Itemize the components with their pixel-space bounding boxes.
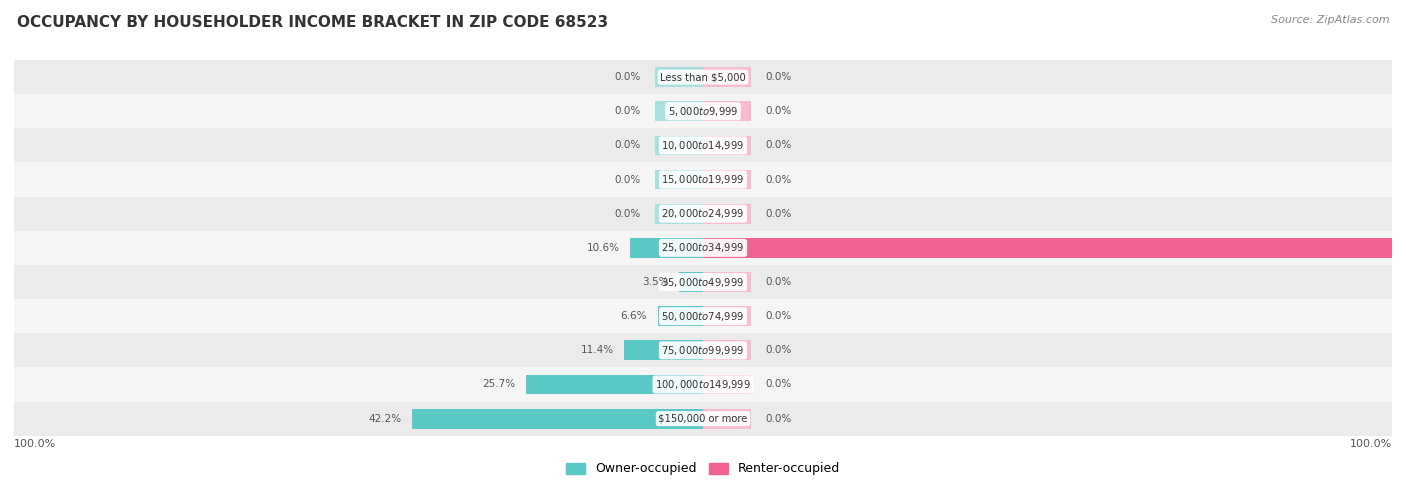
Text: 0.0%: 0.0% [765,106,792,116]
Text: 6.6%: 6.6% [620,311,647,321]
Bar [703,409,751,429]
Bar [655,102,703,121]
Text: 0.0%: 0.0% [614,140,641,150]
Bar [703,272,751,292]
Bar [14,367,1392,401]
Text: 0.0%: 0.0% [614,174,641,185]
Text: $10,000 to $14,999: $10,000 to $14,999 [661,139,745,152]
Bar [14,333,1392,367]
Legend: Owner-occupied, Renter-occupied: Owner-occupied, Renter-occupied [561,457,845,481]
Bar [655,204,703,224]
Bar [14,401,1392,435]
Bar [14,231,1392,265]
Text: 0.0%: 0.0% [765,140,792,150]
Text: OCCUPANCY BY HOUSEHOLDER INCOME BRACKET IN ZIP CODE 68523: OCCUPANCY BY HOUSEHOLDER INCOME BRACKET … [17,15,607,30]
Text: 0.0%: 0.0% [614,72,641,82]
Text: 100.0%: 100.0% [1350,439,1392,449]
Bar [703,238,1392,258]
Bar [14,197,1392,231]
Bar [14,162,1392,197]
Text: 0.0%: 0.0% [765,311,792,321]
Text: 11.4%: 11.4% [581,346,614,355]
Bar [679,272,703,292]
Bar [14,299,1392,333]
Bar [703,102,751,121]
Bar [658,306,703,326]
Text: 0.0%: 0.0% [765,414,792,424]
Text: 42.2%: 42.2% [368,414,402,424]
Bar [655,136,703,156]
Text: 0.0%: 0.0% [765,346,792,355]
Bar [703,375,751,394]
Text: 0.0%: 0.0% [765,208,792,219]
Bar [14,94,1392,128]
Text: 0.0%: 0.0% [765,380,792,389]
Text: 3.5%: 3.5% [643,277,669,287]
Bar [703,204,751,224]
Text: $25,000 to $34,999: $25,000 to $34,999 [661,242,745,254]
Text: 0.0%: 0.0% [765,72,792,82]
Text: 10.6%: 10.6% [586,243,620,253]
Text: Less than $5,000: Less than $5,000 [661,72,745,82]
Text: $150,000 or more: $150,000 or more [658,414,748,424]
Bar [703,340,751,360]
Bar [655,170,703,190]
Text: $5,000 to $9,999: $5,000 to $9,999 [668,105,738,118]
Bar [703,136,751,156]
Text: 25.7%: 25.7% [482,380,516,389]
Bar [630,238,703,258]
Bar [14,60,1392,94]
Text: $50,000 to $74,999: $50,000 to $74,999 [661,310,745,323]
Bar [14,128,1392,162]
Text: $35,000 to $49,999: $35,000 to $49,999 [661,276,745,289]
Bar [412,409,703,429]
Text: 0.0%: 0.0% [614,106,641,116]
Text: Source: ZipAtlas.com: Source: ZipAtlas.com [1271,15,1389,25]
Text: 0.0%: 0.0% [614,208,641,219]
Bar [526,375,703,394]
Text: 100.0%: 100.0% [14,439,56,449]
Text: 0.0%: 0.0% [765,277,792,287]
Text: $20,000 to $24,999: $20,000 to $24,999 [661,207,745,220]
Bar [703,170,751,190]
Bar [624,340,703,360]
Text: $15,000 to $19,999: $15,000 to $19,999 [661,173,745,186]
Text: $100,000 to $149,999: $100,000 to $149,999 [655,378,751,391]
Text: $75,000 to $99,999: $75,000 to $99,999 [661,344,745,357]
Bar [655,67,703,87]
Text: 100.0%: 100.0% [1402,243,1406,253]
Bar [14,265,1392,299]
Text: 0.0%: 0.0% [765,174,792,185]
Bar [703,306,751,326]
Bar [703,67,751,87]
